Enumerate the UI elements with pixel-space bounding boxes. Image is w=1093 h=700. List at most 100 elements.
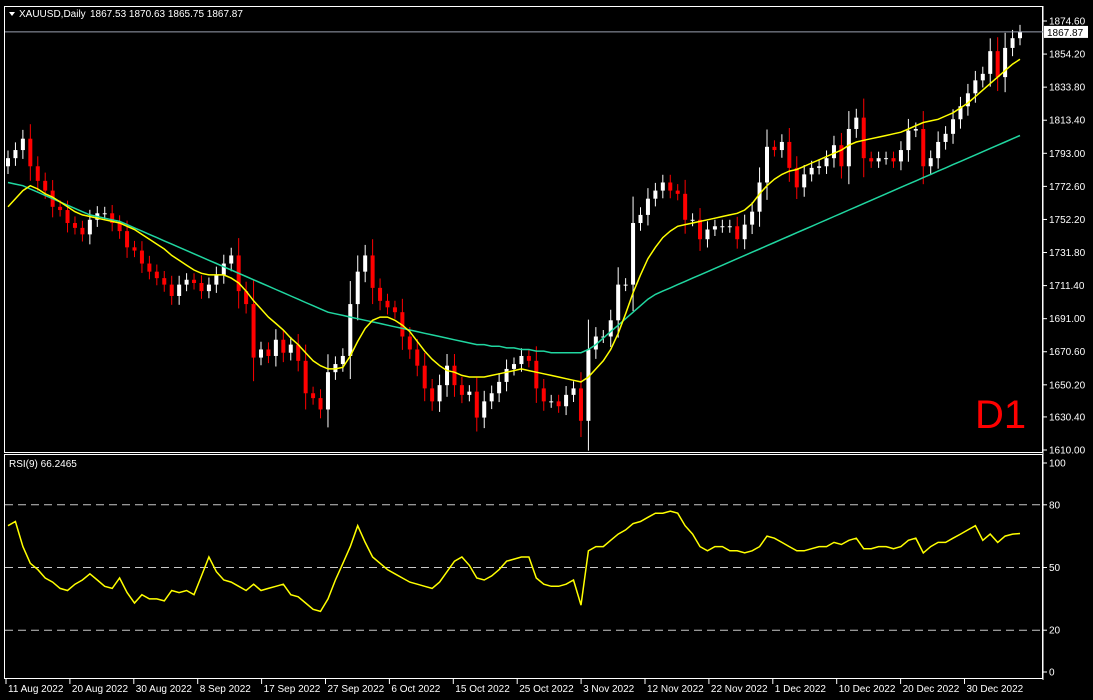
candle-body — [13, 150, 18, 159]
candle — [467, 385, 472, 402]
candle-body — [742, 224, 747, 240]
candle-body — [988, 51, 993, 74]
price-axis: 1874.60 1854.20 1833.80 1813.40 1793.00 1772.… — [1043, 17, 1088, 457]
candle — [861, 98, 866, 178]
candle-body — [705, 229, 710, 240]
candle-body — [318, 398, 323, 410]
date-tick-label: 20 Dec 2022 — [903, 684, 960, 695]
candle-body — [221, 263, 226, 275]
main-panel-frame — [4, 6, 1043, 453]
candle — [601, 330, 606, 343]
candle — [437, 374, 442, 412]
date-tick-label: 25 Oct 2022 — [519, 684, 574, 695]
candle — [928, 150, 933, 174]
candle-body — [921, 128, 926, 167]
candle — [765, 129, 769, 200]
candle — [370, 239, 375, 305]
candle — [512, 357, 516, 376]
candle — [735, 216, 740, 249]
candle-body — [102, 213, 107, 215]
candle-body — [765, 146, 769, 183]
candle — [831, 135, 836, 168]
date-tick-label: 15 Oct 2022 — [455, 684, 510, 695]
date-tick-label: 10 Dec 2022 — [839, 684, 896, 695]
candle — [110, 205, 115, 232]
candle — [147, 255, 152, 280]
candle-body — [363, 255, 368, 272]
candle-body — [437, 385, 442, 402]
candle — [690, 213, 695, 227]
candle-body — [497, 381, 502, 394]
candle — [623, 278, 628, 292]
candle-body — [311, 393, 316, 399]
candle — [645, 188, 650, 226]
candle-body — [802, 174, 807, 188]
chart-header[interactable]: XAUUSD,Daily 1867.53 1870.63 1865.75 186… — [9, 9, 243, 20]
rsi-levels — [5, 504, 1042, 631]
candle — [6, 150, 10, 174]
candle — [593, 327, 598, 359]
candle-body — [504, 368, 509, 382]
candle — [333, 356, 338, 380]
candle — [519, 348, 524, 372]
candle — [564, 386, 569, 416]
candle-body — [192, 279, 197, 284]
candle — [378, 278, 383, 311]
candle — [162, 271, 167, 292]
candle — [169, 275, 174, 305]
candle — [988, 38, 993, 87]
candle-body — [184, 279, 189, 285]
candle — [578, 372, 583, 438]
ma-fast-line — [7, 58, 1021, 383]
date-tick-label: 22 Nov 2022 — [711, 684, 768, 695]
candle-body — [869, 158, 874, 162]
candle — [430, 378, 435, 411]
candle-body — [831, 145, 836, 159]
price-tick-label: 1711.40 — [1049, 281, 1085, 292]
candle — [385, 293, 390, 315]
rsi-tick-label: 20 — [1049, 626, 1061, 637]
candle-body — [727, 226, 732, 228]
candle — [556, 394, 561, 413]
candle — [817, 159, 822, 175]
candle — [720, 219, 725, 233]
candle-body — [392, 307, 397, 313]
dropdown-triangle-icon[interactable] — [9, 12, 15, 16]
rsi-panel-frame — [4, 454, 1043, 679]
candle-body — [273, 339, 278, 356]
ma-slow-line — [7, 134, 1021, 354]
candle — [20, 129, 25, 159]
candle-body — [1003, 47, 1008, 78]
candle — [288, 336, 293, 361]
candle-body — [325, 372, 330, 410]
candle-body — [757, 182, 762, 212]
price-tick-label: 1691.00 — [1049, 314, 1086, 325]
candle — [951, 109, 956, 144]
candle-body — [839, 145, 844, 167]
candle — [355, 255, 360, 321]
candle — [668, 174, 673, 199]
candle-body — [259, 349, 263, 358]
candle-body — [973, 80, 978, 94]
candle — [995, 37, 1000, 92]
candle — [698, 208, 703, 251]
candle — [132, 240, 137, 258]
candle-body — [616, 284, 621, 321]
rsi-tick-label: 80 — [1049, 500, 1061, 511]
candle-body — [512, 364, 516, 369]
candle-body — [214, 274, 219, 285]
candle-body — [162, 278, 167, 285]
candle — [787, 128, 792, 182]
candle-body — [817, 166, 822, 168]
rsi-label: RSI(9) 66.2465 — [9, 459, 77, 470]
candle-body — [601, 336, 606, 338]
candle — [772, 140, 777, 157]
candle — [445, 354, 450, 397]
candle — [846, 111, 851, 185]
candle-body — [936, 141, 941, 159]
candle-body — [645, 198, 650, 215]
candle — [273, 329, 278, 367]
candle-body — [20, 138, 25, 151]
candle — [117, 215, 122, 239]
candle — [80, 220, 85, 242]
